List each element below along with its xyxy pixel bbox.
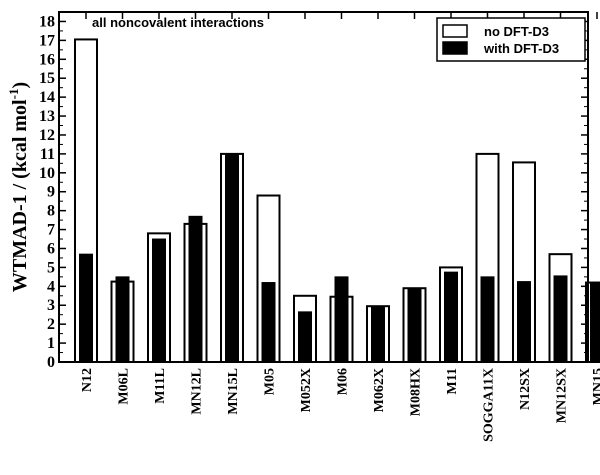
y-tick-label: 6 xyxy=(47,240,55,257)
bar-with-dft-d3-mn15l xyxy=(226,154,239,362)
legend-swatch-no-dft-d3 xyxy=(443,25,467,37)
x-tick-label-m06: M06 xyxy=(336,368,351,395)
bar-with-dft-d3-m11 xyxy=(445,272,458,362)
y-tick-label: 3 xyxy=(47,297,55,314)
legend-swatch-with-dft-d3 xyxy=(443,42,467,54)
x-tick-label-m08hx: M08HX xyxy=(409,368,424,416)
y-axis-title-close: ) xyxy=(9,82,31,89)
y-tick-label: 17 xyxy=(39,32,55,49)
bar-with-dft-d3-mn12l xyxy=(189,216,202,362)
x-tick-label-m062x: M062X xyxy=(372,368,387,412)
y-axis-title-superscript: -1 xyxy=(6,89,21,100)
y-tick-label: 2 xyxy=(47,316,55,333)
y-axis-title-main: WTMAD-1 / (kcal mol xyxy=(9,99,31,292)
x-tick-label-n12sx: N12SX xyxy=(518,368,533,410)
plot-frame xyxy=(59,12,588,362)
x-tick-label-m05: M05 xyxy=(263,368,278,395)
y-tick-label: 13 xyxy=(39,108,55,125)
x-tick-label-m052x: M052X xyxy=(299,368,314,412)
y-tick-label: 15 xyxy=(39,70,55,87)
legend: no DFT-D3 with DFT-D3 xyxy=(437,18,585,61)
x-tick-label-n12: N12 xyxy=(80,368,95,392)
y-tick-label: 8 xyxy=(47,203,55,220)
bar-with-dft-d3-m05 xyxy=(262,283,275,362)
bar-with-dft-d3-mn12sx xyxy=(554,276,567,362)
bar-with-dft-d3-n12 xyxy=(80,254,93,362)
bar-with-dft-d3-sogga11x xyxy=(481,277,494,362)
y-tick-label: 4 xyxy=(47,278,55,295)
x-tick-label-m11l: M11L xyxy=(153,368,168,404)
y-axis-title: WTMAD-1 / (kcal mol-1) xyxy=(6,82,31,292)
bar-with-dft-d3-m11l xyxy=(153,239,166,362)
y-tick-label: 14 xyxy=(39,89,55,106)
legend-label-with-dft-d3: with DFT-D3 xyxy=(483,41,559,56)
bar-with-dft-d3-m06 xyxy=(335,277,348,362)
bars-layer xyxy=(75,39,600,362)
bar-with-dft-d3-m08hx xyxy=(408,288,421,362)
x-tick-label-mn15l: MN15L xyxy=(226,368,241,415)
chart-annotation: all noncovalent interactions xyxy=(92,15,264,30)
x-tick-label-m06l: M06L xyxy=(117,368,132,405)
legend-label-no-dft-d3: no DFT-D3 xyxy=(484,24,549,39)
bar-with-dft-d3-n12sx xyxy=(518,282,531,362)
bar-with-dft-d3-mn15 xyxy=(591,283,600,362)
x-tick-label-mn12l: MN12L xyxy=(190,368,205,415)
bar-with-dft-d3-m062x xyxy=(372,306,385,362)
y-tick-label: 18 xyxy=(39,13,55,30)
y-tick-label: 11 xyxy=(40,146,55,163)
x-tick-label-m11: M11 xyxy=(445,368,460,394)
x-tick-label-sogga11x: SOGGA11X xyxy=(482,368,497,442)
bar-with-dft-d3-m06l xyxy=(116,277,129,362)
y-tick-label: 1 xyxy=(47,335,55,352)
x-tick-label-mn12sx: MN12SX xyxy=(555,368,570,423)
y-tick-label: 0 xyxy=(47,354,55,371)
y-tick-label: 5 xyxy=(47,259,55,276)
y-tick-label: 12 xyxy=(39,127,55,144)
y-tick-label: 10 xyxy=(39,165,55,182)
x-tick-label-mn15: MN15 xyxy=(591,368,600,405)
bar-with-dft-d3-m052x xyxy=(299,312,312,362)
y-tick-label: 16 xyxy=(39,51,55,68)
y-tick-label: 7 xyxy=(47,222,55,239)
y-tick-label: 9 xyxy=(47,184,55,201)
